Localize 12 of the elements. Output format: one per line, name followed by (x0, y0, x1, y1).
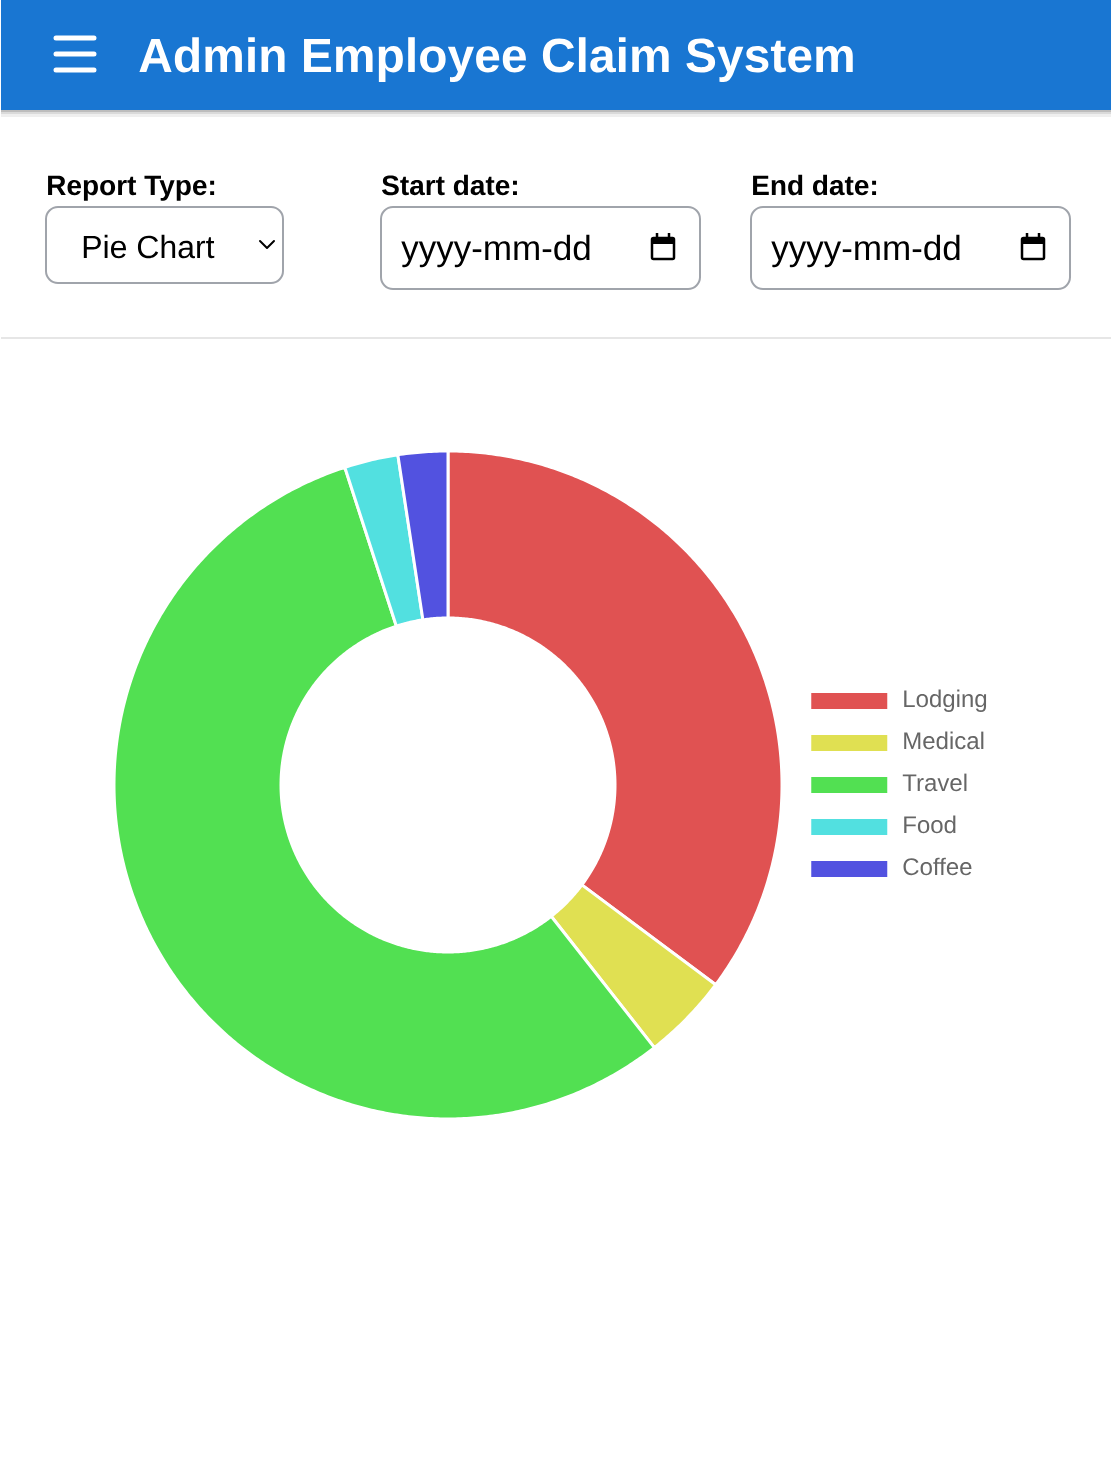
text: yyyy-mm-dd (401, 234, 590, 268)
text: End date: (753, 174, 877, 196)
legend-label: Travel (902, 773, 967, 792)
legend-label: Coffee (903, 857, 972, 876)
chart-title: Admin Employee Claim System (139, 37, 853, 82)
legend-label: Food (904, 815, 956, 834)
text: Report Type: (48, 175, 215, 201)
legend-label: Medical (904, 731, 984, 750)
text: Pie Chart (83, 234, 215, 259)
legend-label: Lodging (904, 689, 987, 712)
text: yyyy-mm-dd (771, 234, 960, 268)
text: Start date: (382, 174, 517, 196)
